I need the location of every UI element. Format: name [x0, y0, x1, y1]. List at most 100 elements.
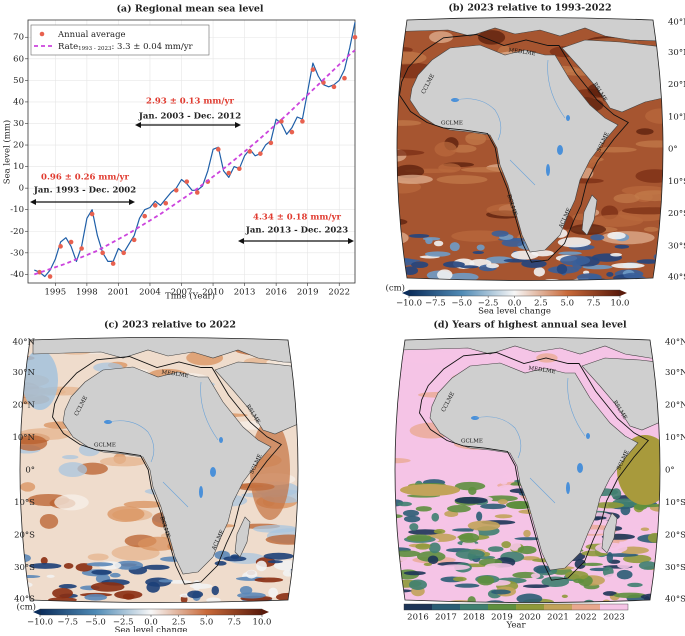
colorbar-tick-label: 5.0: [200, 618, 214, 628]
ocean-patch: [58, 462, 88, 478]
data-point: [37, 269, 42, 275]
colorbar-tick-label: −5.0: [451, 299, 472, 309]
ocean-patch: [561, 594, 568, 598]
latitude-label: 40°N: [665, 338, 685, 348]
colorbar-tick-label: 2022: [575, 613, 597, 623]
ocean-patch: [647, 532, 660, 543]
map-panel: (b) 2023 relative to 1993-2022MEDLMECCLM…: [386, 3, 685, 317]
ocean-patch: [395, 457, 411, 464]
map-body: [395, 337, 660, 603]
plot-area: -40 -30 -20 -10 0 10 20 30 40 50 60 70 1995 1998 2001 2…: [10, 19, 358, 298]
ocean-patch: [20, 482, 36, 492]
lake: [577, 463, 583, 473]
colorbar-unit: (cm): [386, 283, 405, 294]
ocean-patch: [611, 488, 622, 500]
ocean-patch: [403, 571, 426, 576]
colorbar-tick-label: 7.5: [587, 299, 601, 309]
ocean-patch: [143, 564, 170, 570]
colorbar-tick-label: 10.0: [611, 299, 630, 309]
colorbar-tick-label: 2019: [491, 613, 513, 623]
region-label: MEDLME: [528, 366, 556, 376]
ocean-patch: [397, 51, 427, 65]
ocean-patch: [267, 560, 283, 564]
ocean-patch: [263, 552, 294, 560]
ocean-patch: [424, 251, 451, 257]
latitude-label: 20°S: [665, 531, 685, 541]
x-tick-label: 2016: [265, 288, 287, 298]
y-tick-label: 40: [13, 97, 24, 107]
ocean-patch: [623, 554, 652, 564]
ocean-patch: [433, 529, 446, 534]
ocean-patch: [58, 584, 77, 589]
colorbar-label: Year: [505, 621, 526, 631]
land: [397, 17, 663, 263]
ocean-patch: [573, 578, 585, 584]
map-title: (c) 2023 relative to 2022: [104, 320, 236, 331]
ocean-patch: [616, 569, 633, 580]
lake: [566, 115, 570, 121]
x-tick-label: 2019: [297, 288, 319, 298]
x-tick-label: 2004: [139, 288, 161, 298]
latitude-label: 0°: [668, 145, 678, 155]
ocean-patch: [454, 496, 488, 504]
ocean-patch: [623, 272, 642, 279]
latitude-label: 20°S: [668, 209, 685, 219]
ocean-patch: [289, 590, 298, 601]
ocean-patch: [20, 553, 31, 563]
ocean-patch: [487, 546, 504, 552]
ocean-patch: [411, 261, 429, 269]
ocean-patch: [438, 163, 461, 173]
ocean-patch: [20, 575, 41, 579]
data-point: [342, 75, 347, 81]
ocean-patch: [294, 601, 298, 603]
x-axis-label: Time (Year): [165, 291, 215, 302]
map-panel: (d) Years of highest annual sea level MED…: [394, 320, 685, 631]
ocean-patch: [434, 141, 457, 157]
ocean-patch: [211, 585, 219, 596]
colorbar-segment: [432, 604, 460, 610]
region-label: MEDLME: [508, 48, 536, 58]
y-tick-label: 50: [13, 76, 24, 86]
annotation-period: Jan. 2013 - Dec. 2023: [245, 226, 348, 236]
ocean-patch: [544, 278, 560, 281]
ocean-patch: [397, 174, 433, 184]
map-outline: [394, 337, 661, 603]
ocean-patch: [46, 574, 55, 578]
ocean-patch: [402, 509, 420, 517]
plot-background: [28, 20, 355, 283]
data-point: [352, 34, 358, 40]
ocean-patch: [158, 579, 173, 583]
latitude-label: 0°: [665, 466, 675, 476]
ocean-patch: [477, 575, 495, 586]
ocean-patch: [467, 520, 501, 531]
ocean-patch: [252, 524, 298, 533]
legend-label: Annual average: [57, 30, 126, 40]
map-body: [20, 337, 298, 603]
data-point: [173, 188, 179, 193]
colorbar-segment: [516, 604, 544, 610]
ocean-patch: [454, 583, 480, 588]
colorbar-tick-label: −7.5: [425, 299, 446, 309]
legend-text: 1993 - 2023: [78, 46, 112, 52]
ocean-patch: [523, 529, 531, 538]
ocean-patch: [99, 456, 148, 467]
data-point: [279, 119, 284, 124]
ocean-patch: [454, 481, 486, 491]
ocean-patch: [39, 513, 59, 529]
legend-box: [30, 24, 210, 56]
latitude-label: 10°N: [668, 112, 685, 122]
annotation-period: Jan. 1993 - Dec. 2002: [33, 186, 136, 196]
ocean-patch: [400, 484, 460, 496]
chart-title: (a) Regional mean sea level: [116, 4, 263, 15]
y-tick-label: -40: [10, 270, 24, 280]
latitude-label: 0°: [25, 466, 35, 476]
ocean-patch: [395, 589, 412, 593]
y-tick-label: -20: [10, 227, 24, 237]
ocean-patch: [206, 597, 221, 603]
ocean-patch: [397, 180, 422, 194]
latitude-label: 30°N: [665, 368, 685, 378]
map-body: [397, 17, 663, 281]
